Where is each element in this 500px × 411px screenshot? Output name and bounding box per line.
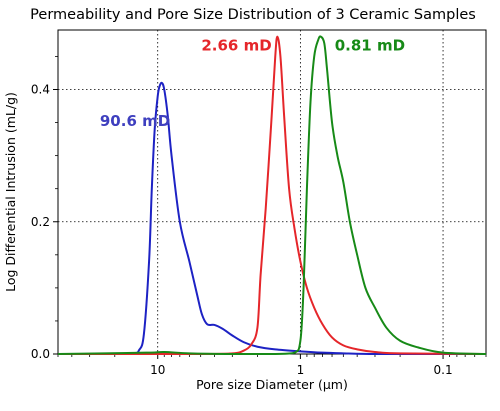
series-line-1 [57, 35, 487, 356]
y-ticks: 0.0 0.2 0.4 [31, 56, 58, 361]
series-line-0 [57, 81, 486, 356]
series-lines [57, 35, 487, 356]
annotation-2: 0.81 mD [335, 37, 405, 55]
x-tick-label: 10 [150, 363, 165, 377]
x-ticks: 10 1 0.1 [57, 354, 487, 377]
x-tick-label: 0.1 [434, 363, 453, 377]
x-axis-label: Pore size Diameter (µm) [196, 377, 348, 392]
series-line-2 [57, 35, 487, 356]
grid [58, 30, 486, 354]
annotation-1: 2.66 mD [201, 37, 271, 55]
chart-title: Permeability and Pore Size Distribution … [30, 7, 476, 23]
y-tick-label: 0.0 [31, 347, 50, 361]
y-tick-label: 0.2 [31, 215, 50, 229]
y-axis-label: Log Differential Intrusion (mL/g) [3, 92, 18, 292]
plot-area [57, 29, 487, 355]
x-tick-label: 1 [297, 363, 305, 377]
annotation-0: 90.6 mD [100, 112, 170, 130]
y-tick-label: 0.4 [31, 83, 50, 97]
annotations: 90.6 mD 2.66 mD 0.81 mD [100, 37, 405, 130]
